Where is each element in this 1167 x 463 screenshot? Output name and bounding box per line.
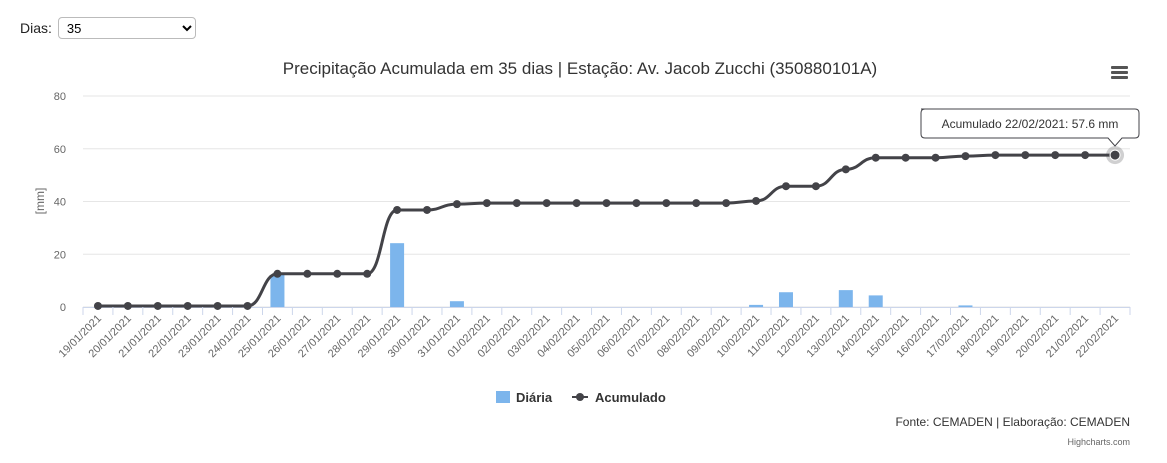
point[interactable] bbox=[363, 269, 372, 278]
point[interactable] bbox=[393, 205, 402, 214]
point[interactable] bbox=[722, 199, 731, 208]
point[interactable] bbox=[512, 199, 521, 208]
dias-label: Dias: bbox=[20, 20, 52, 36]
point[interactable] bbox=[632, 199, 641, 208]
tooltip-text: Acumulado 22/02/2021: 57.6 mm bbox=[942, 117, 1119, 131]
point[interactable] bbox=[931, 153, 940, 162]
line-series-acumulado bbox=[93, 146, 1125, 310]
point[interactable] bbox=[542, 199, 551, 208]
y-tick-label: 60 bbox=[54, 144, 66, 156]
point[interactable] bbox=[183, 301, 192, 310]
bar-series-diaria bbox=[270, 243, 973, 307]
y-axis: 0 20 40 60 80 bbox=[54, 91, 66, 314]
legend-label-diaria: Diária bbox=[516, 390, 553, 405]
legend-item-diaria[interactable]: Diária bbox=[496, 390, 553, 405]
point[interactable] bbox=[692, 199, 701, 208]
y-tick-label: 20 bbox=[54, 249, 66, 261]
point[interactable] bbox=[841, 165, 850, 174]
dias-select[interactable]: 35 bbox=[57, 17, 196, 39]
legend-swatch-diaria bbox=[496, 391, 510, 403]
point[interactable] bbox=[452, 200, 461, 209]
legend-label-acumulado: Acumulado bbox=[595, 390, 666, 405]
bar[interactable] bbox=[868, 295, 883, 307]
legend-item-acumulado[interactable]: Acumulado bbox=[572, 390, 666, 405]
point[interactable] bbox=[423, 205, 432, 214]
point[interactable] bbox=[153, 301, 162, 310]
point[interactable] bbox=[303, 269, 312, 278]
y-tick-label: 80 bbox=[54, 91, 66, 103]
point[interactable] bbox=[572, 199, 581, 208]
point[interactable] bbox=[482, 199, 491, 208]
acumulado-line bbox=[97, 153, 1116, 308]
point[interactable] bbox=[273, 269, 282, 278]
y-tick-label: 40 bbox=[54, 197, 66, 209]
point[interactable] bbox=[1081, 151, 1090, 160]
point[interactable] bbox=[871, 153, 880, 162]
point[interactable] bbox=[991, 151, 1000, 160]
credits-link[interactable]: Highcharts.com bbox=[1067, 437, 1130, 447]
point[interactable] bbox=[752, 196, 761, 205]
point[interactable] bbox=[1051, 151, 1060, 160]
point[interactable] bbox=[901, 153, 910, 162]
bar[interactable] bbox=[749, 304, 764, 307]
point[interactable] bbox=[243, 301, 252, 310]
bar[interactable] bbox=[958, 305, 973, 307]
point[interactable] bbox=[602, 199, 611, 208]
bar[interactable] bbox=[449, 301, 464, 307]
tooltip-box bbox=[920, 108, 1140, 147]
menu-icon[interactable] bbox=[1111, 66, 1128, 79]
legend: Diária Acumulado bbox=[496, 390, 666, 405]
bar[interactable] bbox=[778, 292, 793, 307]
bar[interactable] bbox=[390, 243, 405, 307]
chart-title: Precipitação Acumulada em 35 dias | Esta… bbox=[283, 59, 877, 78]
point[interactable] bbox=[333, 269, 342, 278]
point[interactable] bbox=[961, 152, 970, 161]
y-tick-label: 0 bbox=[60, 302, 66, 314]
dias-control: Dias: 35 bbox=[20, 17, 196, 39]
bar[interactable] bbox=[270, 274, 285, 307]
point[interactable] bbox=[1109, 149, 1121, 161]
bar[interactable] bbox=[838, 290, 853, 307]
point[interactable] bbox=[213, 301, 222, 310]
x-axis: 19/01/202120/01/202121/01/202122/01/2021… bbox=[57, 307, 1131, 360]
point[interactable] bbox=[1021, 151, 1030, 160]
point[interactable] bbox=[662, 199, 671, 208]
y-axis-label: [mm] bbox=[33, 188, 47, 215]
legend-marker-acumulado bbox=[576, 393, 584, 401]
point[interactable] bbox=[123, 301, 132, 310]
point[interactable] bbox=[781, 182, 790, 191]
tooltip: Acumulado 22/02/2021: 57.6 mm bbox=[920, 108, 1140, 147]
source-note: Fonte: CEMADEN | Elaboração: CEMADEN bbox=[895, 415, 1130, 429]
point[interactable] bbox=[811, 182, 820, 191]
point[interactable] bbox=[93, 301, 102, 310]
